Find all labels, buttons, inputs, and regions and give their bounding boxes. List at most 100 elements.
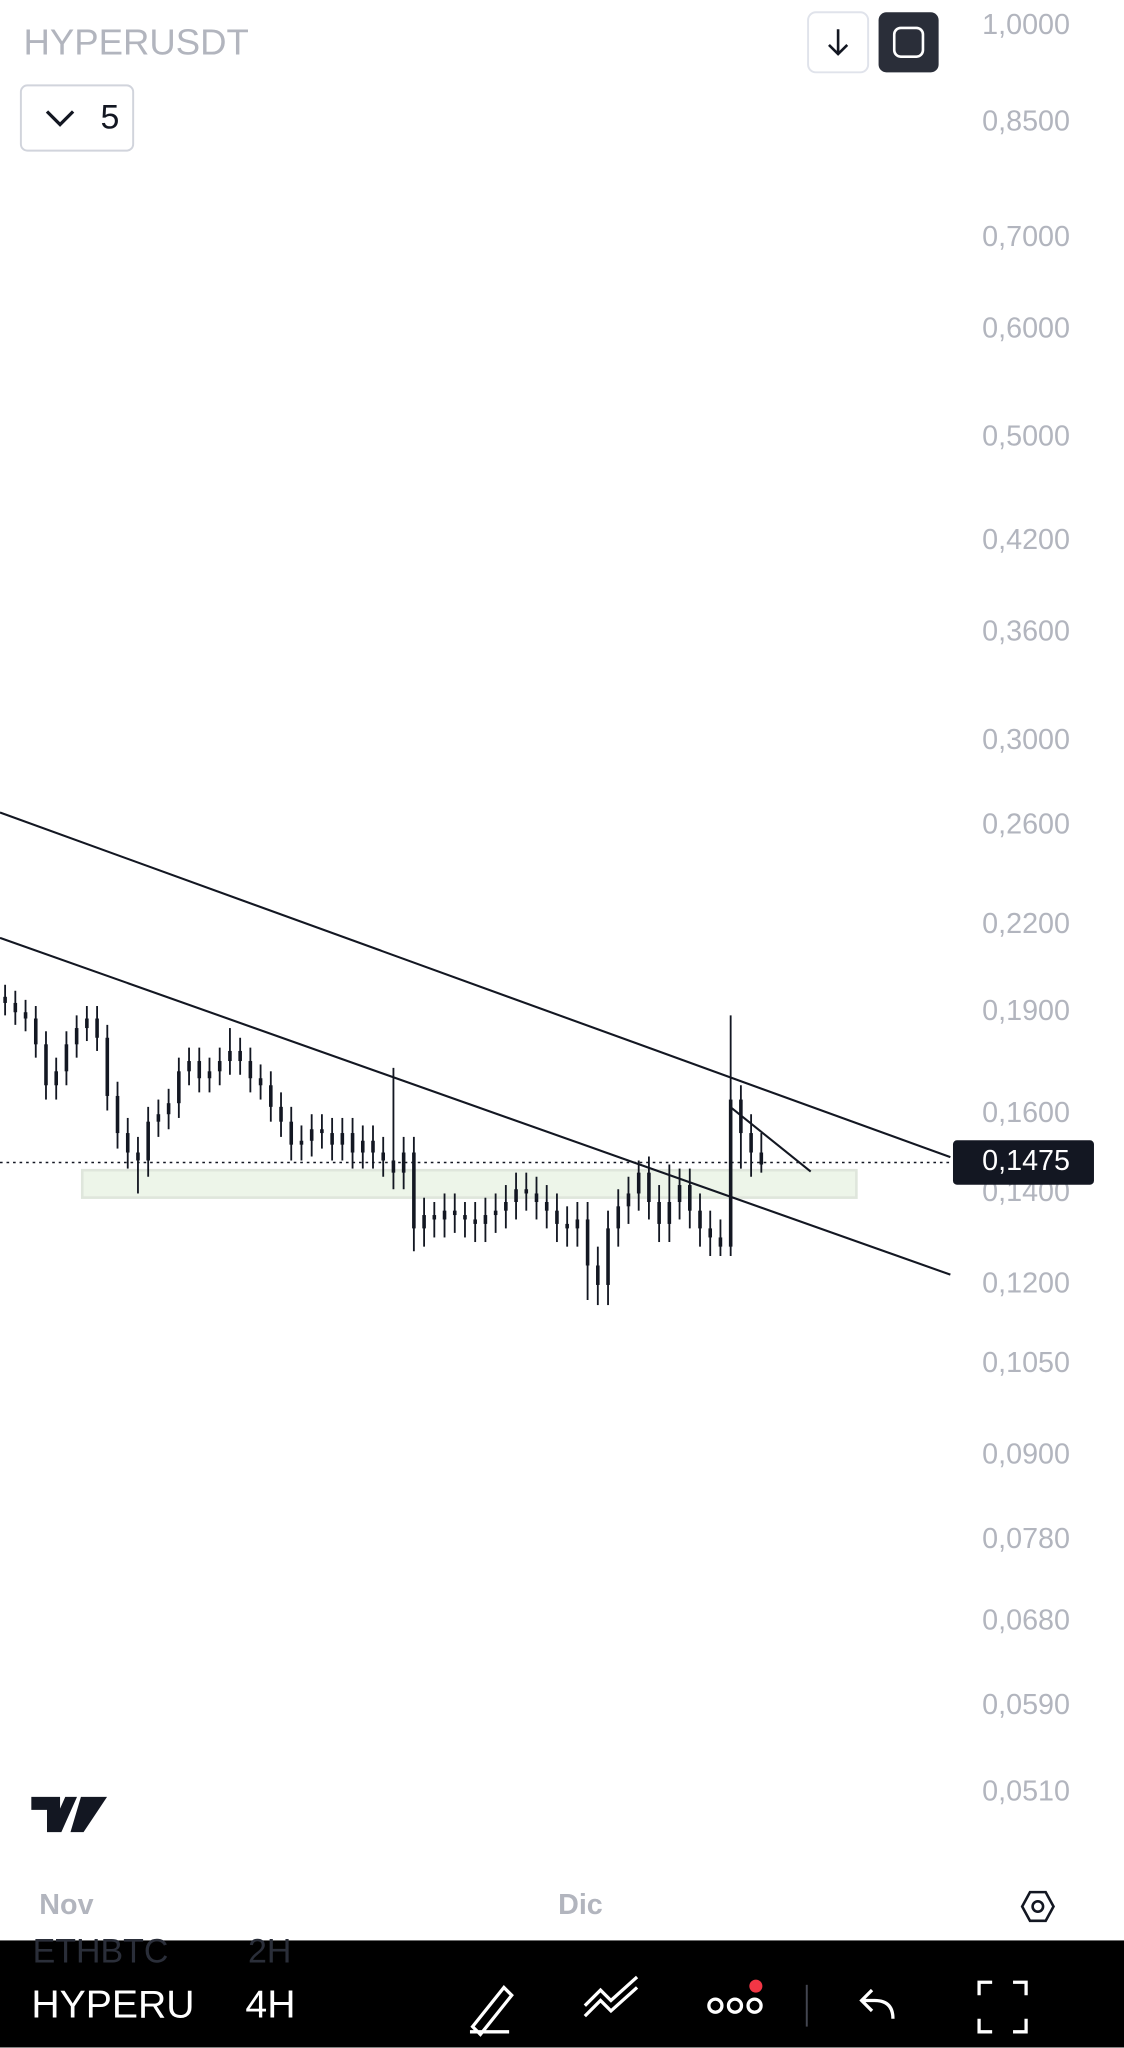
candle-body xyxy=(698,1210,702,1229)
candle-body xyxy=(759,1152,764,1165)
y-tick-label: 0,0510 xyxy=(982,1775,1070,1807)
tradingview-logo xyxy=(31,1796,108,1833)
zone-rectangle[interactable] xyxy=(80,1168,858,1199)
settings-button[interactable] xyxy=(1020,1890,1055,1923)
previous-interval: 2H xyxy=(248,1932,291,1970)
dot xyxy=(707,1997,724,2014)
y-tick-label: 0,3000 xyxy=(982,724,1070,756)
y-tick-label: 0,1050 xyxy=(982,1347,1070,1379)
y-tick-label: 0,0680 xyxy=(982,1605,1070,1637)
dot xyxy=(746,1997,763,2014)
candle-body xyxy=(422,1215,426,1229)
chevron-icon xyxy=(45,110,75,127)
candle-body xyxy=(177,1071,181,1104)
y-tick-label: 0,0900 xyxy=(982,1438,1070,1470)
indicators-icon[interactable] xyxy=(583,1975,639,2018)
y-tick-label: 0,2200 xyxy=(982,908,1070,940)
layout-button[interactable]: 5 xyxy=(19,84,135,152)
candle-body xyxy=(555,1210,559,1224)
candle-body xyxy=(3,996,7,1003)
candle-body xyxy=(330,1133,334,1145)
previous-symbol: ETHBTC xyxy=(33,1932,169,1970)
candle-body xyxy=(350,1133,355,1153)
undo-icon[interactable] xyxy=(859,1988,895,2019)
candle-body xyxy=(483,1215,488,1224)
dot xyxy=(726,1997,744,2014)
candle-body xyxy=(667,1202,672,1224)
y-tick-label: 0,5000 xyxy=(982,421,1070,453)
fullscreen-button-frame[interactable] xyxy=(878,12,939,73)
candle-body xyxy=(340,1133,345,1145)
candle-body xyxy=(442,1210,447,1220)
candle-body xyxy=(187,1061,191,1072)
candle-body xyxy=(514,1189,518,1203)
candle-body xyxy=(258,1078,263,1086)
layout-count: 5 xyxy=(101,98,120,136)
y-tick-label: 0,2600 xyxy=(982,809,1070,841)
candle-body xyxy=(606,1228,610,1285)
candle-body xyxy=(371,1140,375,1153)
candle-body xyxy=(381,1152,386,1161)
candle-body xyxy=(728,1099,733,1247)
settings-icon-center xyxy=(1031,1899,1045,1914)
candle-body xyxy=(749,1133,753,1153)
x-tick-label: Dic xyxy=(558,1889,603,1921)
candle-body xyxy=(136,1152,140,1161)
candle-body xyxy=(54,1071,58,1086)
candle-body xyxy=(105,1037,110,1096)
candle-body xyxy=(493,1210,498,1216)
fullscreen-toolbar-icon[interactable] xyxy=(977,1980,1028,2034)
trend-line[interactable] xyxy=(0,936,951,1276)
candle-body xyxy=(524,1189,529,1194)
y-tick-label: 0,6000 xyxy=(982,312,1070,344)
candle-body xyxy=(44,1044,48,1086)
candle-body xyxy=(228,1050,232,1062)
more-icon[interactable] xyxy=(707,1979,763,2014)
candle-body xyxy=(360,1140,365,1153)
candle-body xyxy=(309,1129,314,1141)
download-button[interactable] xyxy=(807,11,870,74)
candle-body xyxy=(626,1193,631,1207)
candle-body xyxy=(197,1061,202,1079)
trend-line[interactable] xyxy=(0,811,951,1159)
layout-button-frame[interactable] xyxy=(19,84,135,152)
y-tick-label: 0,0780 xyxy=(982,1523,1070,1555)
trend-line[interactable] xyxy=(730,1106,812,1173)
settings-icon xyxy=(1020,1890,1055,1923)
candle-body xyxy=(534,1193,539,1203)
y-tick-label: 0,8500 xyxy=(982,106,1070,138)
y-tick-label: 0,4200 xyxy=(982,524,1070,556)
candle-body xyxy=(13,1002,18,1013)
candle-body xyxy=(473,1219,477,1224)
candle-body xyxy=(125,1133,130,1153)
candle-body xyxy=(95,1018,99,1038)
candle-body xyxy=(320,1129,324,1134)
fullscreen-button[interactable] xyxy=(878,12,939,73)
toolbar-symbol[interactable]: HYPERU xyxy=(31,1983,194,2026)
candle-body xyxy=(391,1160,396,1173)
candle-body xyxy=(146,1121,150,1161)
x-tick-label: Nov xyxy=(39,1889,93,1921)
toolbar-interval[interactable]: 4H xyxy=(245,1983,295,2026)
fullscreen-icon xyxy=(892,26,925,58)
y-tick-label: 0,1900 xyxy=(982,995,1070,1027)
candle-body xyxy=(74,1028,79,1045)
candle-body xyxy=(504,1202,508,1211)
candle-body xyxy=(299,1140,304,1145)
candle-body xyxy=(64,1044,69,1072)
candle-body xyxy=(718,1237,723,1247)
candle-body xyxy=(248,1061,253,1079)
y-tick-label: 0,1600 xyxy=(982,1097,1070,1129)
last-price-label: 0,1475 xyxy=(982,1145,1070,1177)
candle-body xyxy=(585,1219,590,1266)
candle-body xyxy=(115,1095,120,1134)
candle-body xyxy=(156,1114,161,1122)
candle-body xyxy=(23,1012,28,1019)
candle-body xyxy=(708,1228,713,1238)
draw-icon[interactable] xyxy=(469,1984,514,2037)
toolbar-background xyxy=(0,1940,1124,2048)
y-tick-label: 0,1200 xyxy=(982,1268,1070,1300)
candle-body xyxy=(636,1172,641,1194)
candle-body xyxy=(575,1219,580,1229)
plot-area xyxy=(0,811,951,1306)
